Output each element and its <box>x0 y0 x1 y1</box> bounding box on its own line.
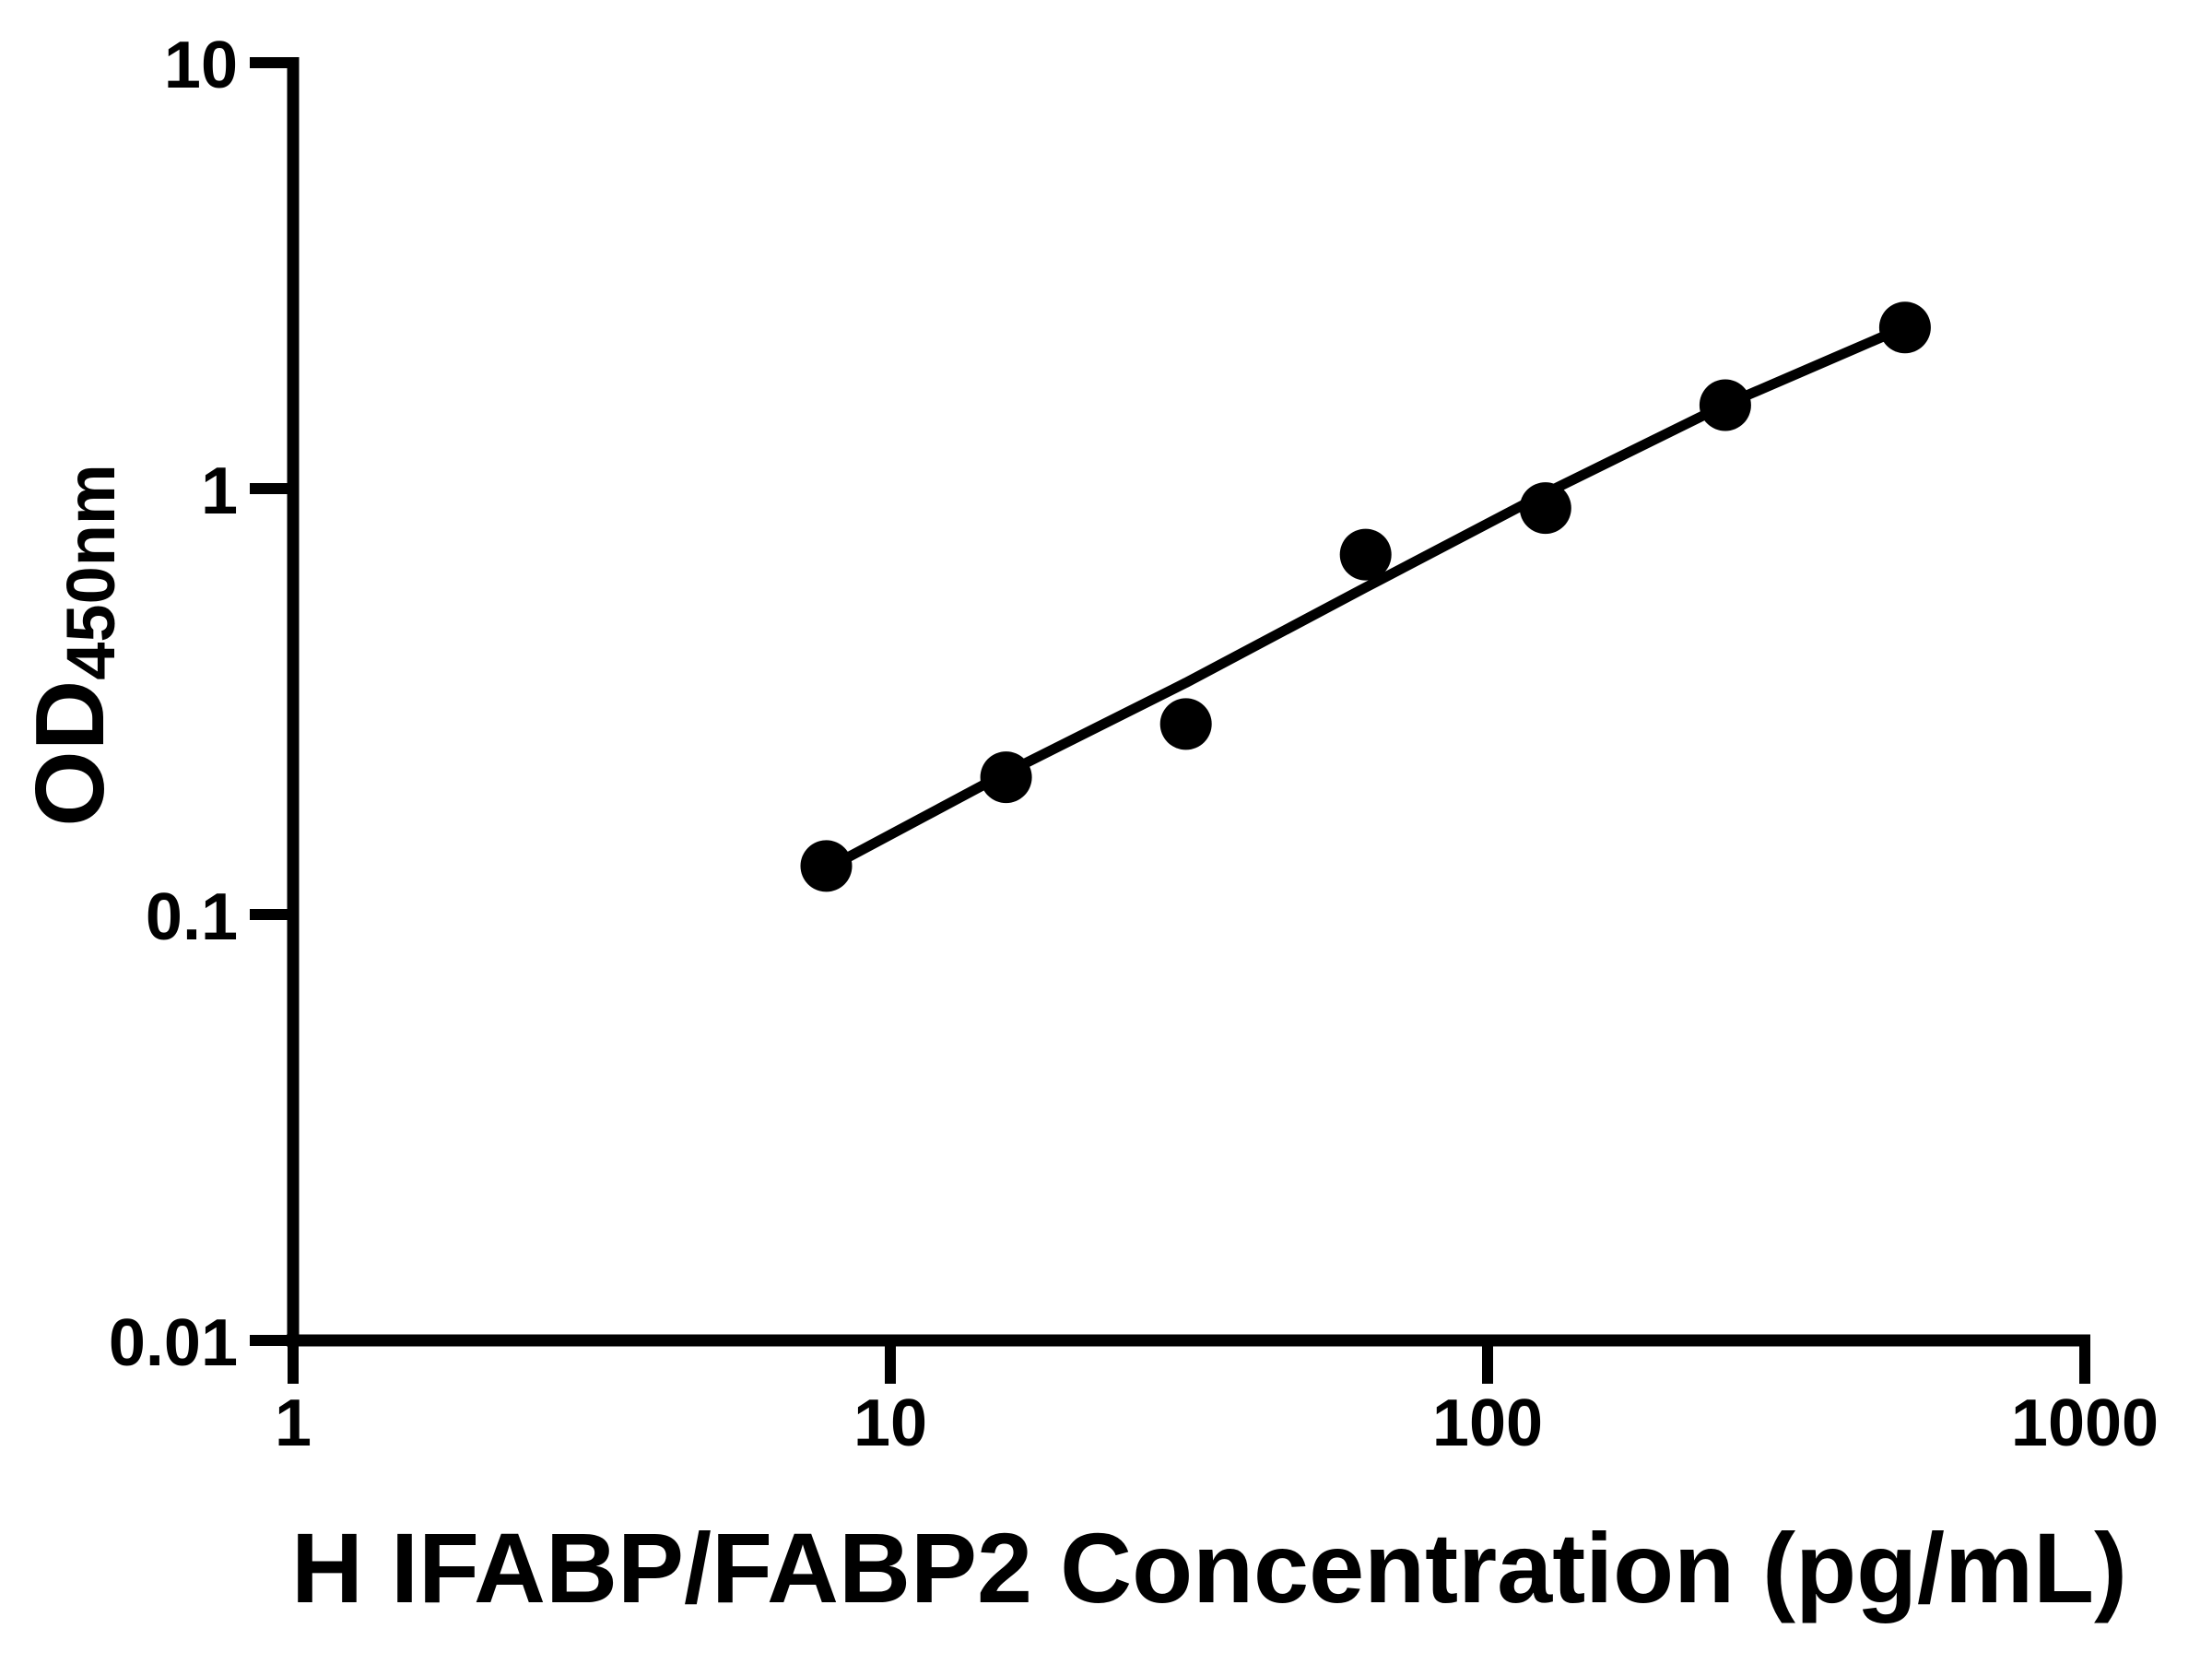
y-tick-marks <box>250 57 293 1346</box>
data-point <box>1159 698 1212 750</box>
x-tick-marks <box>288 1340 2090 1384</box>
x-axis-title: H IFABP/FABP2 Concentration (pg/mL) <box>291 1512 2127 1623</box>
data-point <box>800 840 853 892</box>
y-tick-labels: 10 1 0.1 0.01 <box>109 29 238 1380</box>
y-tick-label-10: 10 <box>164 29 238 102</box>
x-tick-label-100: 100 <box>1432 1387 1543 1460</box>
data-point <box>1699 379 1751 431</box>
data-point <box>1339 528 1392 581</box>
x-tick-label-10: 10 <box>853 1387 927 1460</box>
x-tick-label-1: 1 <box>275 1387 312 1460</box>
x-tick-label-1000: 1000 <box>2011 1387 2159 1460</box>
data-series-layer <box>800 301 1931 892</box>
y-axis-title-main: OD <box>16 680 124 827</box>
data-point <box>1519 482 1571 535</box>
y-axis-title-subscript: 450nm <box>53 464 129 679</box>
axes <box>287 57 2090 1347</box>
y-tick-label-0.1: 0.1 <box>146 880 238 954</box>
data-point <box>980 751 1032 804</box>
data-point <box>1878 301 1931 354</box>
y-axis-title: OD450nm <box>16 464 129 826</box>
y-tick-label-1: 1 <box>201 454 238 528</box>
x-tick-labels: 1 10 100 1000 <box>275 1387 2159 1460</box>
y-tick-label-0.01: 0.01 <box>109 1306 238 1380</box>
